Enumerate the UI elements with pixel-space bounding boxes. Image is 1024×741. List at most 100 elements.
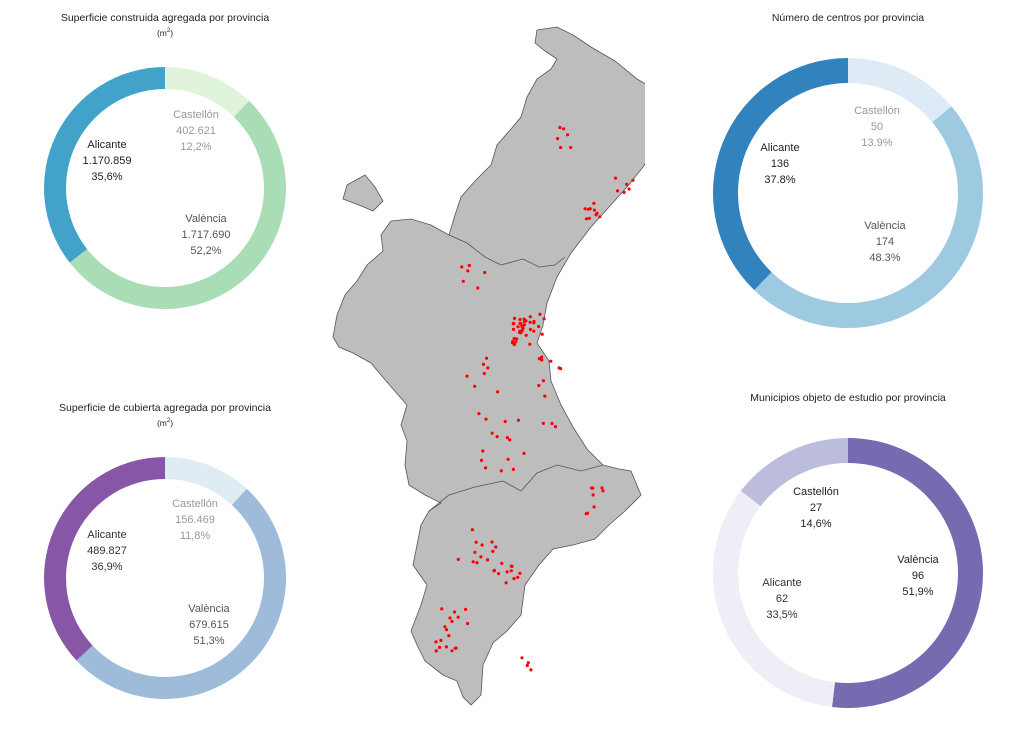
slice-value-label: 136 <box>771 158 789 170</box>
site-marker <box>512 577 516 581</box>
site-marker <box>537 324 541 329</box>
chart-subtitle: (m2) <box>156 28 174 38</box>
slice-value-label: 679.615 <box>189 619 229 631</box>
unit-label: m <box>159 28 167 38</box>
slice-value-label: 489.827 <box>87 545 127 557</box>
chart-municipios: Municipios objeto de estudio por provinc… <box>690 380 1024 730</box>
site-marker <box>583 207 587 211</box>
slice-label: Castellón <box>854 105 900 117</box>
site-marker <box>526 661 530 665</box>
site-marker <box>553 425 558 429</box>
slice-label: Castellón <box>172 498 218 510</box>
site-marker <box>522 451 526 455</box>
slice-label: València <box>185 213 227 225</box>
site-marker <box>594 213 598 217</box>
site-marker <box>497 572 501 576</box>
site-marker <box>481 362 486 366</box>
slice-alicante <box>44 457 166 661</box>
site-marker <box>517 330 521 334</box>
site-marker <box>460 265 464 269</box>
site-marker <box>471 560 475 564</box>
site-marker <box>584 217 588 221</box>
slice-percent-label: 13.9% <box>861 137 892 149</box>
site-marker <box>486 558 490 562</box>
site-marker <box>587 216 591 220</box>
chart-superficie-construida: Superficie construida agregada por provi… <box>0 0 330 330</box>
site-marker <box>448 616 452 620</box>
site-marker <box>511 467 515 471</box>
site-marker <box>528 342 532 346</box>
slice-label: València <box>897 554 939 566</box>
slice-label: Alicante <box>87 139 126 151</box>
site-marker <box>512 321 516 325</box>
site-marker <box>456 615 460 619</box>
site-marker <box>464 607 468 612</box>
site-marker <box>473 550 477 554</box>
site-marker <box>443 625 447 629</box>
slice-percent-label: 52,2% <box>190 245 221 257</box>
site-marker <box>537 357 541 361</box>
site-marker <box>515 337 519 341</box>
slice-label: Alicante <box>760 142 799 154</box>
site-marker <box>473 384 477 388</box>
site-marker <box>486 366 490 370</box>
site-marker <box>528 315 532 319</box>
slice-valncia <box>76 488 287 700</box>
site-marker <box>491 549 495 554</box>
site-marker <box>631 178 635 182</box>
site-marker <box>516 418 520 422</box>
slice-valncia <box>754 106 983 328</box>
site-marker <box>483 270 487 275</box>
site-marker <box>499 469 503 473</box>
site-marker <box>591 486 595 490</box>
site-marker <box>450 619 454 624</box>
map-svg <box>332 26 692 706</box>
site-marker <box>479 458 484 462</box>
donut-chart: València 96 51,9% Alicante 62 33,5% Castellón 2… <box>713 438 983 708</box>
site-marker <box>505 436 509 440</box>
site-marker <box>494 545 498 549</box>
site-marker <box>496 390 500 394</box>
site-marker <box>461 279 465 283</box>
site-marker <box>525 663 529 668</box>
site-marker <box>516 575 520 580</box>
site-marker <box>528 327 532 331</box>
site-marker <box>542 317 546 321</box>
site-marker <box>532 329 536 333</box>
site-marker <box>484 466 488 470</box>
site-marker <box>505 570 509 574</box>
slice-value-label: 1.170.859 <box>83 155 132 167</box>
site-marker <box>556 137 560 141</box>
slice-label: València <box>188 603 230 615</box>
site-marker <box>490 540 494 544</box>
slice-castelln <box>740 438 848 507</box>
site-marker <box>622 190 626 194</box>
site-marker <box>541 421 545 425</box>
site-marker <box>585 511 590 515</box>
slice-percent-label: 51,3% <box>193 635 224 647</box>
slice-value-label: 402.621 <box>176 125 216 137</box>
site-marker <box>592 208 596 212</box>
slice-label: Alicante <box>762 577 801 589</box>
site-marker <box>569 145 573 150</box>
site-marker <box>524 333 528 337</box>
site-marker <box>529 668 533 672</box>
region-outline <box>332 26 692 706</box>
slice-label: Alicante <box>87 529 126 541</box>
slice-value-label: 50 <box>871 121 883 133</box>
slice-percent-label: 33,5% <box>766 609 797 621</box>
slice-alicante <box>44 67 166 263</box>
site-marker <box>521 326 525 330</box>
site-marker <box>475 561 479 565</box>
province-border-north <box>448 234 566 268</box>
site-marker <box>528 320 532 324</box>
site-marker <box>524 319 528 323</box>
site-marker <box>447 634 451 638</box>
site-marker <box>509 569 513 573</box>
slice-value-label: 156.469 <box>175 514 215 526</box>
site-marker <box>522 323 526 327</box>
slice-percent-label: 36,9% <box>91 561 122 573</box>
site-marker <box>511 327 515 331</box>
site-marker <box>508 438 512 442</box>
site-marker <box>514 340 518 344</box>
